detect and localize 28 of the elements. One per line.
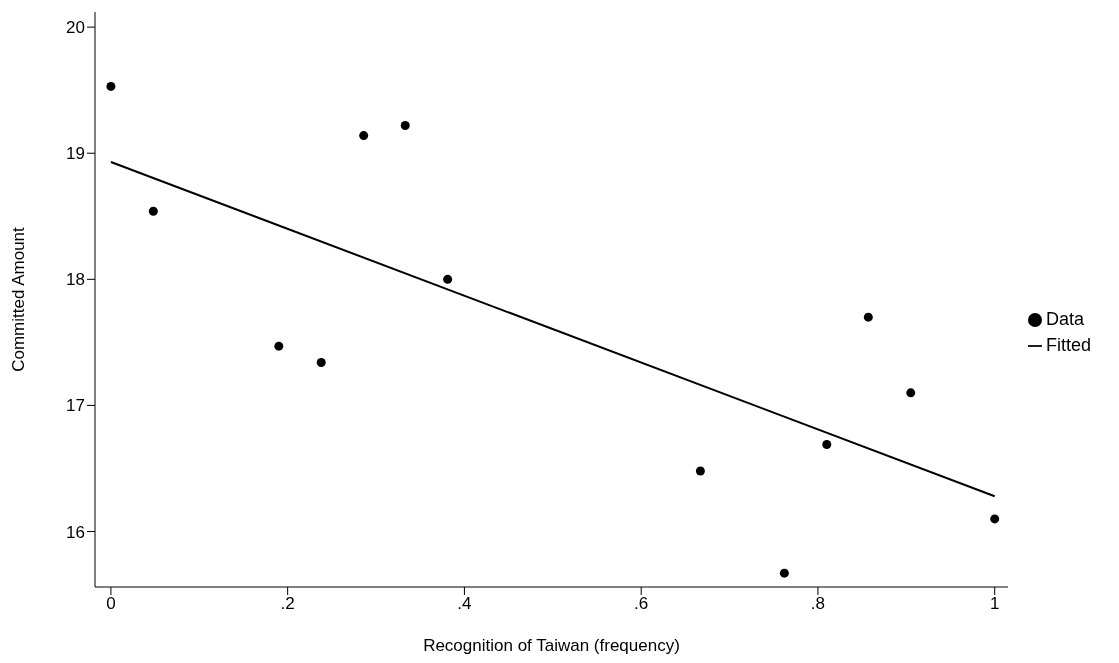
point bbox=[359, 131, 369, 141]
y-tick-label: 18 bbox=[66, 270, 85, 290]
point bbox=[148, 206, 158, 216]
point bbox=[906, 388, 916, 398]
x-tick-label: 1 bbox=[989, 594, 1000, 614]
y-tick-label: 16 bbox=[66, 522, 85, 542]
y-tick-label: 20 bbox=[66, 18, 85, 38]
x-tick-label: .2 bbox=[280, 594, 295, 614]
y-tick-label: 17 bbox=[66, 396, 85, 416]
point bbox=[443, 274, 453, 284]
x-tick-label: .4 bbox=[457, 594, 472, 614]
point bbox=[990, 514, 1000, 524]
y-axis-title: Committed Amount bbox=[9, 226, 29, 372]
point bbox=[863, 312, 873, 322]
point bbox=[822, 440, 832, 450]
point bbox=[106, 81, 116, 91]
point bbox=[316, 358, 326, 368]
point bbox=[695, 466, 705, 476]
x-tick-label: .6 bbox=[634, 594, 649, 614]
point bbox=[779, 568, 789, 578]
y-tick-label: 19 bbox=[66, 144, 85, 164]
point bbox=[400, 120, 410, 130]
legend-label: Data bbox=[1045, 308, 1084, 329]
x-tick-label: 0 bbox=[106, 594, 116, 614]
x-axis-title: Recognition of Taiwan (frequency) bbox=[423, 636, 680, 655]
legend-label: Fitted bbox=[1045, 334, 1091, 355]
point bbox=[274, 341, 284, 351]
x-tick-label: .8 bbox=[810, 594, 826, 614]
